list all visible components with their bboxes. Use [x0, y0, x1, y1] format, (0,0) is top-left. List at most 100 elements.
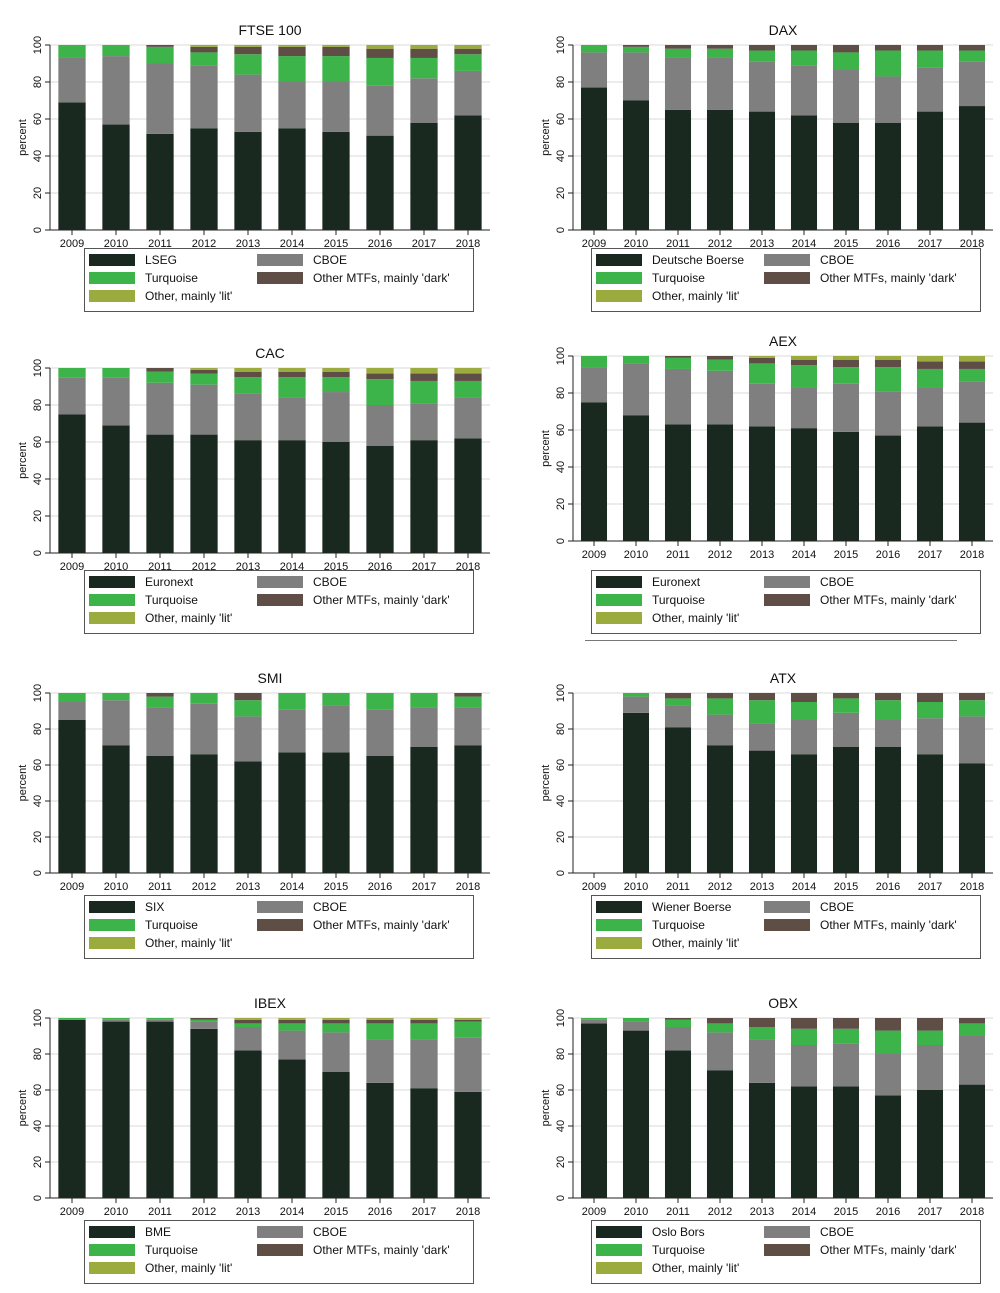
- bar-segment-cboe-2016: [366, 709, 394, 756]
- bar-segment-other-mtfs-mainly-dark-2018: [958, 361, 986, 369]
- legend-label: Turquoise: [145, 271, 198, 285]
- chart-panel-atx: ATX 0 20 40 60 80 100 percent 2009 2010 2011 2012 20…: [525, 663, 995, 968]
- legend-swatch: [89, 919, 135, 931]
- bar-segment-cboe-2011: [146, 707, 174, 756]
- y-tick-label: 60: [555, 1084, 567, 1096]
- bar-segment-cboe-2011: [146, 382, 174, 435]
- y-tick-label: 100: [32, 1009, 44, 1027]
- chart-panel-ftse-100: FTSE 100 0 20 40 60 80 100 percent 2009 2010 2011 2…: [8, 10, 490, 315]
- bar-segment-cboe-2017: [410, 1039, 438, 1089]
- bar-segment-cboe-2011: [664, 1027, 692, 1051]
- y-tick-label: 20: [32, 510, 44, 522]
- bar-segment-cboe-2015: [832, 69, 860, 123]
- bar-segment-cboe-2015: [832, 712, 860, 747]
- bar-segment-other-mainly-lit-2017: [410, 1018, 438, 1020]
- bar-segment-other-mtfs-mainly-dark-2011: [146, 368, 174, 372]
- bar-segment-cboe-2013: [748, 723, 776, 751]
- bar-segment-turquoise-2012: [706, 1023, 734, 1033]
- bar-segment-cboe-2015: [322, 705, 350, 753]
- bar-segment-turquoise-2016: [874, 1030, 902, 1054]
- bar-segment-bme-2009: [58, 1019, 86, 1198]
- y-tick-label: 0: [32, 1195, 44, 1201]
- bar-segment-other-mainly-lit-2015: [322, 1018, 350, 1020]
- bar-segment-other-mainly-lit-2017: [410, 368, 438, 374]
- bar-segment-other-mainly-lit-2013: [748, 356, 776, 358]
- bar-segment-other-mainly-lit-2014: [790, 356, 818, 360]
- bar-segment-other-mtfs-mainly-dark-2017: [410, 48, 438, 58]
- chart-panel-smi: SMI 0 20 40 60 80 100 percent 2009 2010 2011 2012 20…: [8, 663, 490, 968]
- x-tick-label: 2017: [918, 1206, 942, 1218]
- legend-swatch: [596, 1262, 642, 1274]
- legend-label: CBOE: [820, 900, 855, 914]
- x-tick-label: 2013: [750, 1206, 774, 1218]
- legend-swatch: [596, 937, 642, 949]
- bar-segment-other-mainly-lit-2016: [366, 1018, 394, 1020]
- bar-segment-cboe-2009: [58, 57, 86, 103]
- x-tick-label: 2015: [834, 238, 858, 250]
- bar-segment-oslo-bors-2018: [958, 1084, 986, 1198]
- bar-segment-turquoise-2014: [790, 1028, 818, 1045]
- chart-legend: Euronext CBOE Turquoise Other MTFs, mainly …: [591, 570, 981, 634]
- bar-segment-other-mtfs-mainly-dark-2013: [234, 371, 262, 378]
- legend-item-lseg: LSEG: [89, 253, 177, 267]
- chart-legend: Wiener Boerse CBOE Turquoise Other MTFs, ma…: [591, 895, 981, 959]
- legend-label: Oslo Bors: [652, 1225, 705, 1239]
- bar-segment-turquoise-2010: [622, 693, 650, 697]
- bar-segment-other-mtfs-mainly-dark-2012: [190, 369, 218, 374]
- legend-swatch: [596, 1244, 642, 1256]
- bar-segment-cboe-2009: [58, 702, 86, 720]
- bar-segment-other-mtfs-mainly-dark-2015: [832, 693, 860, 699]
- bar-segment-other-mtfs-mainly-dark-2011: [664, 693, 692, 699]
- legend-item-other-mtfs-mainly-dark: Other MTFs, mainly 'dark': [257, 593, 450, 607]
- bar-segment-turquoise-2015: [322, 1023, 350, 1033]
- legend-item-turquoise: Turquoise: [89, 1243, 198, 1257]
- x-tick-label: 2013: [236, 238, 260, 250]
- bar-segment-cboe-2010: [102, 377, 130, 426]
- bar-segment-other-mainly-lit-2018: [958, 356, 986, 362]
- chart-title: IBEX: [254, 995, 287, 1011]
- legend-swatch: [764, 272, 810, 284]
- x-tick-label: 2017: [918, 881, 942, 893]
- y-axis-label: percent: [17, 119, 29, 156]
- legend-item-other-mainly-lit: Other, mainly 'lit': [89, 936, 232, 950]
- bar-segment-cboe-2012: [706, 1032, 734, 1071]
- bar-segment-cboe-2014: [790, 720, 818, 755]
- chart-svg: AEX 0 20 40 60 80 100 percent 2009 2010 2011 2012 20…: [540, 333, 993, 561]
- legend-swatch: [89, 612, 135, 624]
- bar-segment-bme-2014: [278, 1059, 306, 1198]
- y-tick-label: 20: [555, 831, 567, 843]
- legend-swatch: [764, 1226, 810, 1238]
- y-axis-label: percent: [17, 765, 29, 802]
- bar-segment-oslo-bors-2011: [664, 1050, 692, 1198]
- y-tick-label: 60: [32, 436, 44, 448]
- bar-segment-turquoise-2014: [790, 365, 818, 388]
- legend-item-turquoise: Turquoise: [596, 1243, 705, 1257]
- y-tick-label: 0: [555, 227, 567, 233]
- legend-item-cboe: CBOE: [764, 1225, 854, 1239]
- y-tick-label: 0: [555, 870, 567, 876]
- y-tick-label: 40: [555, 150, 567, 162]
- bar-segment-six-2010: [102, 745, 130, 873]
- bar-segment-oslo-bors-2014: [790, 1086, 818, 1198]
- x-tick-label: 2015: [834, 881, 858, 893]
- bar-segment-turquoise-2017: [916, 50, 944, 68]
- x-tick-label: 2013: [750, 238, 774, 250]
- bar-segment-lseg-2011: [146, 133, 174, 230]
- bar-segment-other-mtfs-mainly-dark-2010: [622, 45, 650, 47]
- x-tick-label: 2018: [960, 549, 984, 561]
- y-axis-label: percent: [540, 1090, 552, 1127]
- legend-item-other-mtfs-mainly-dark: Other MTFs, mainly 'dark': [764, 593, 957, 607]
- bar-segment-other-mtfs-mainly-dark-2017: [410, 373, 438, 381]
- bar-segment-cboe-2017: [410, 707, 438, 747]
- bar-segment-euronext-2011: [146, 434, 174, 553]
- x-tick-label: 2014: [280, 1206, 304, 1218]
- bar-segment-other-mainly-lit-2013: [234, 368, 262, 372]
- legend-swatch: [596, 594, 642, 606]
- legend-label: Turquoise: [652, 918, 705, 932]
- bar-segment-other-mainly-lit-2017: [916, 356, 944, 362]
- x-tick-label: 2016: [876, 881, 900, 893]
- x-tick-label: 2014: [280, 238, 304, 250]
- legend-label: Other, mainly 'lit': [652, 936, 740, 950]
- bar-segment-cboe-2018: [958, 61, 986, 107]
